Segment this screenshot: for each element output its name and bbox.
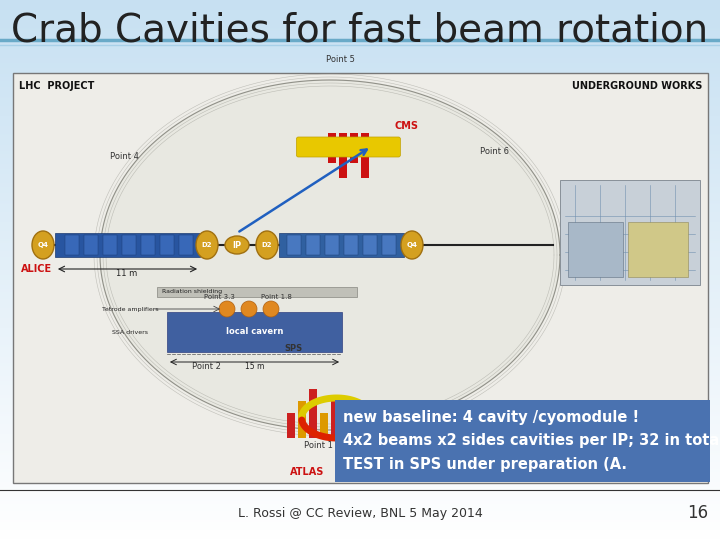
Text: IP: IP	[233, 240, 242, 249]
Bar	[361, 133, 369, 178]
Text: Point 1.8: Point 1.8	[261, 294, 292, 300]
Bar	[279, 233, 404, 257]
Text: Q4: Q4	[407, 242, 418, 248]
Bar	[628, 222, 688, 277]
Text: Point 4: Point 4	[110, 152, 139, 161]
Text: SPS: SPS	[284, 345, 302, 353]
Bar	[306, 235, 320, 255]
Bar	[141, 235, 155, 255]
Text: 11 m: 11 m	[117, 269, 138, 278]
Bar	[122, 235, 136, 255]
Text: L. Rossi @ CC Review, BNL 5 May 2014: L. Rossi @ CC Review, BNL 5 May 2014	[238, 507, 482, 519]
Bar	[297, 401, 305, 438]
Circle shape	[241, 301, 257, 317]
Text: 4x2 beams x2 sides cavities per IP; 32 in total: 4x2 beams x2 sides cavities per IP; 32 i…	[343, 434, 720, 449]
Bar	[103, 235, 117, 255]
Bar	[344, 235, 358, 255]
Bar	[330, 401, 338, 438]
Bar	[287, 413, 294, 438]
Bar	[339, 133, 347, 178]
Circle shape	[263, 301, 279, 317]
Bar	[363, 235, 377, 255]
Bar	[328, 133, 336, 163]
Bar	[325, 235, 339, 255]
Text: 16: 16	[687, 504, 708, 522]
Ellipse shape	[225, 236, 249, 254]
Bar	[560, 180, 700, 285]
Text: Point 6: Point 6	[480, 146, 508, 156]
Text: Q4: Q4	[37, 242, 48, 248]
Bar	[351, 133, 359, 163]
Ellipse shape	[196, 231, 218, 259]
Text: Point 1: Point 1	[304, 441, 333, 450]
Polygon shape	[100, 80, 560, 430]
Ellipse shape	[401, 231, 423, 259]
Text: D2: D2	[262, 242, 272, 248]
FancyBboxPatch shape	[297, 137, 400, 157]
Bar	[287, 235, 301, 255]
Ellipse shape	[256, 231, 278, 259]
Ellipse shape	[32, 231, 54, 259]
Bar	[65, 235, 79, 255]
Text: CMS: CMS	[395, 121, 418, 131]
Circle shape	[219, 301, 235, 317]
Bar	[167, 312, 342, 352]
Text: LHC  PROJECT: LHC PROJECT	[19, 81, 94, 91]
Text: Point 3.3: Point 3.3	[204, 294, 235, 300]
Text: Radiation shielding: Radiation shielding	[162, 289, 222, 294]
Bar	[309, 389, 317, 438]
Bar	[84, 235, 98, 255]
Text: Point 2: Point 2	[192, 362, 221, 371]
Bar	[179, 235, 193, 255]
Bar	[568, 222, 623, 277]
Bar	[55, 233, 200, 257]
Text: local cavern: local cavern	[226, 327, 283, 336]
Text: Crab Cavities for fast beam rotation: Crab Cavities for fast beam rotation	[12, 11, 708, 49]
Text: Point 5: Point 5	[325, 55, 354, 64]
Text: ATLAS: ATLAS	[290, 467, 324, 477]
Text: Tetrode amplifiers: Tetrode amplifiers	[102, 307, 158, 312]
Text: D2: D2	[202, 242, 212, 248]
Text: ALICE: ALICE	[21, 265, 52, 274]
Bar	[13, 73, 708, 483]
Bar	[160, 235, 174, 255]
Text: SSA drivers: SSA drivers	[112, 329, 148, 334]
Text: TEST in SPS under preparation (A.: TEST in SPS under preparation (A.	[343, 457, 627, 472]
Bar	[157, 287, 357, 297]
Text: 15 m: 15 m	[245, 362, 264, 371]
Text: UNDERGROUND WORKS: UNDERGROUND WORKS	[572, 81, 702, 91]
Text: new baseline: 4 cavity /cyomodule !: new baseline: 4 cavity /cyomodule !	[343, 410, 639, 425]
Bar	[382, 235, 396, 255]
Bar	[335, 400, 710, 482]
Bar	[320, 413, 328, 438]
